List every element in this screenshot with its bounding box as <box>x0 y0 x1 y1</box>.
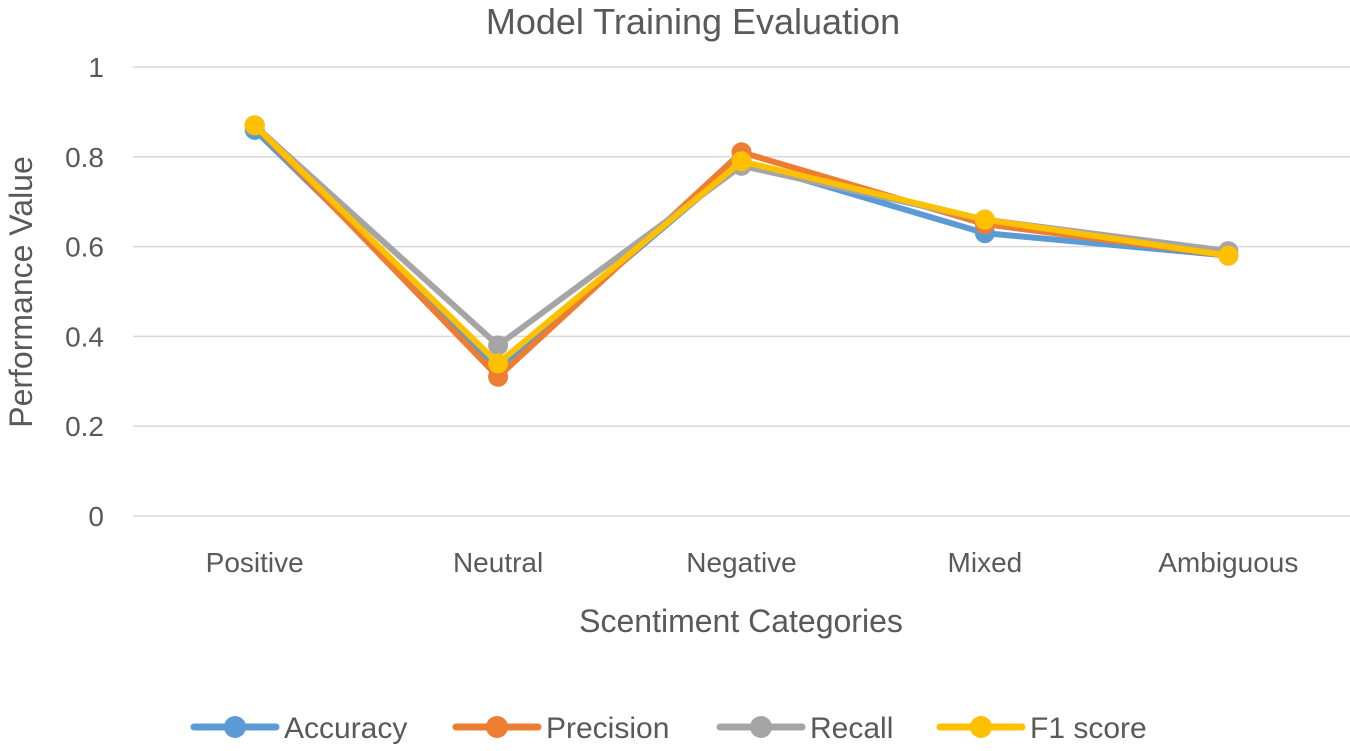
data-point <box>244 115 265 136</box>
data-point <box>1218 245 1239 266</box>
y-tick-label: 0.6 <box>65 232 104 263</box>
chart-title: Model Training Evaluation <box>486 1 900 42</box>
legend-swatch-marker <box>224 716 246 738</box>
legend-item: Precision <box>452 712 669 745</box>
y-tick-label: 0 <box>88 501 104 532</box>
x-tick-label: Mixed <box>948 547 1023 578</box>
legend-item: Accuracy <box>190 712 407 745</box>
legend-item: F1 score <box>936 712 1147 745</box>
y-axis-tick-labels: 0 0.2 0.4 0.6 0.8 1 <box>65 52 104 532</box>
legend-label: Accuracy <box>284 712 407 745</box>
x-tick-label: Positive <box>206 547 304 578</box>
legend-swatch-marker <box>486 716 508 738</box>
x-tick-label: Negative <box>686 547 797 578</box>
y-tick-label: 1 <box>88 52 104 83</box>
data-point <box>731 151 752 172</box>
legend-label: F1 score <box>1030 712 1147 745</box>
data-point <box>488 353 509 374</box>
y-tick-label: 0.8 <box>65 142 104 173</box>
x-tick-label: Ambiguous <box>1158 547 1298 578</box>
x-tick-label: Neutral <box>453 547 543 578</box>
series-lines <box>244 115 1239 387</box>
legend-label: Recall <box>810 712 893 745</box>
x-axis-tick-labels: Positive Neutral Negative Mixed Ambiguous <box>206 547 1299 578</box>
legend: Accuracy Precision Recall F1 score <box>190 712 1147 745</box>
y-tick-label: 0.2 <box>65 411 104 442</box>
data-point <box>974 209 995 230</box>
legend-label: Precision <box>546 712 669 745</box>
series-f1-score <box>244 115 1239 374</box>
legend-swatch-marker <box>750 716 772 738</box>
legend-item: Recall <box>716 712 893 745</box>
y-tick-label: 0.4 <box>65 321 104 352</box>
y-axis-title: Performance Value <box>3 156 39 428</box>
legend-swatch-marker <box>970 716 992 738</box>
data-point <box>488 335 509 356</box>
x-axis-title: Scentiment Categories <box>579 603 903 639</box>
gridlines <box>133 66 1350 517</box>
